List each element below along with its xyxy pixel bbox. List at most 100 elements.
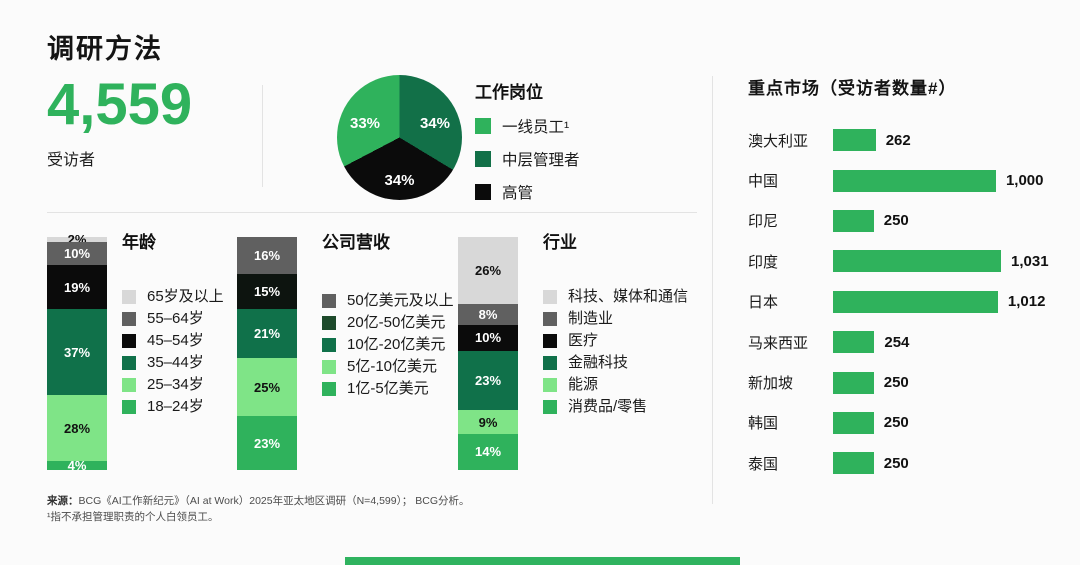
legend-label: 50亿美元及以上 xyxy=(347,292,454,309)
legend-swatch-icon xyxy=(122,377,136,392)
respondents-stat: 4,559 受访者 xyxy=(47,76,192,170)
pie-slice-label: 34% xyxy=(384,172,415,189)
bar-segment: 28% xyxy=(47,395,107,461)
respondents-count: 4,559 xyxy=(47,72,193,137)
bar-segment: 26% xyxy=(458,237,518,305)
market-bar xyxy=(833,411,874,434)
source-line: 来源：BCG《AI工作新纪元》（AI at Work）2025年亚太地区调研（N… xyxy=(47,494,470,510)
market-label: 中国 xyxy=(748,173,779,191)
legend-swatch-icon xyxy=(122,333,136,348)
age-bar-chart: 2% 10% 19% 37% 28% 4% xyxy=(47,233,107,472)
bar-segment: 37% xyxy=(47,309,107,396)
pie-slice-label: 33% xyxy=(350,115,381,132)
age-legend-title: 年龄 xyxy=(122,233,156,252)
market-row: 新加坡 250 xyxy=(748,362,1068,402)
legend-label: 45–54岁 xyxy=(147,332,204,349)
market-label: 新加坡 xyxy=(748,375,794,393)
bar-segment: 10% xyxy=(458,325,518,351)
market-value: 1,031 xyxy=(1011,252,1049,270)
legend-swatch-icon xyxy=(122,289,136,304)
legend-item: 45–54岁 xyxy=(122,333,224,348)
legend-item: 消费品/零售 xyxy=(543,399,688,414)
respondents-label: 受访者 xyxy=(47,152,96,169)
market-label: 印度 xyxy=(748,253,779,271)
market-bar xyxy=(833,209,874,232)
legend-swatch-icon xyxy=(122,399,136,414)
legend-swatch-icon xyxy=(122,355,136,370)
legend-swatch-icon xyxy=(322,359,336,374)
divider-horizontal xyxy=(47,212,697,213)
legend-label: 一线员工¹ xyxy=(502,119,570,136)
market-bar xyxy=(833,331,875,354)
bar-segment: 8% xyxy=(458,304,518,325)
market-label: 日本 xyxy=(748,294,779,312)
legend-item: 中层管理者 xyxy=(475,148,580,170)
legend-label: 55–64岁 xyxy=(147,310,204,327)
legend-swatch-icon xyxy=(543,355,557,370)
bar-segment: 19% xyxy=(47,264,107,310)
legend-swatch-icon xyxy=(543,289,557,304)
legend-item: 55–64岁 xyxy=(122,311,224,326)
job-role-pie-chart: 34% 34% 33% xyxy=(337,75,462,200)
bar-segment: 21% xyxy=(237,309,297,359)
market-bar xyxy=(833,129,876,152)
market-value: 262 xyxy=(885,131,911,149)
bottom-accent-strip xyxy=(345,557,740,565)
bar-segment: 15% xyxy=(237,274,297,310)
legend-label: 高管 xyxy=(502,185,534,202)
market-label: 泰国 xyxy=(748,455,779,473)
market-label: 印尼 xyxy=(748,213,779,231)
legend-item: 科技、媒体和通信 xyxy=(543,289,688,304)
legend-swatch-icon xyxy=(475,184,491,200)
bar-segment: 10% xyxy=(47,241,107,265)
legend-item: 一线员工¹ xyxy=(475,115,580,137)
divider-vertical-right xyxy=(712,76,713,504)
legend-swatch-icon xyxy=(543,333,557,348)
bar-segment: 4% xyxy=(47,459,107,472)
legend-label: 18–24岁 xyxy=(147,398,204,415)
legend-label: 10亿-20亿美元 xyxy=(347,336,446,353)
market-row: 韩国 250 xyxy=(748,403,1068,443)
market-label: 韩国 xyxy=(748,415,779,433)
industry-legend-items: 科技、媒体和通信 制造业 医疗 金融科技 能源 消费品/零售 xyxy=(543,289,688,414)
market-value: 250 xyxy=(883,414,909,432)
legend-swatch-icon xyxy=(475,118,491,134)
industry-legend: 行业 科技、媒体和通信 制造业 医疗 金融科技 能源 消费品/零售 xyxy=(543,233,688,421)
legend-label: 5亿-10亿美元 xyxy=(347,358,438,375)
market-bar xyxy=(833,371,874,394)
market-label: 马来西亚 xyxy=(748,334,809,352)
legend-item: 18–24岁 xyxy=(122,399,224,414)
revenue-legend-title: 公司营收 xyxy=(322,233,390,252)
market-row: 泰国 250 xyxy=(748,443,1068,483)
job-role-legend: 工作岗位 一线员工¹ 中层管理者高管 xyxy=(475,83,580,214)
bar-segment: 14% xyxy=(458,433,518,470)
job-role-legend-title: 工作岗位 xyxy=(475,83,543,102)
legend-item: 65岁及以上 xyxy=(122,289,224,304)
legend-label: 科技、媒体和通信 xyxy=(568,288,689,305)
market-value: 250 xyxy=(883,374,909,392)
legend-item: 高管 xyxy=(475,181,580,203)
legend-label: 能源 xyxy=(568,376,599,393)
legend-item: 1亿-5亿美元 xyxy=(322,381,454,396)
market-value: 250 xyxy=(883,212,909,230)
market-bar xyxy=(833,290,998,313)
legend-swatch-icon xyxy=(543,399,557,414)
job-role-legend-items: 一线员工¹ 中层管理者高管 xyxy=(475,115,580,203)
market-row: 澳大利亚 262 xyxy=(748,120,1068,160)
legend-item: 制造业 xyxy=(543,311,688,326)
legend-label: 20亿-50亿美元 xyxy=(347,314,446,331)
legend-swatch-icon xyxy=(122,311,136,326)
legend-swatch-icon xyxy=(322,293,336,308)
market-value: 1,000 xyxy=(1005,172,1044,190)
legend-swatch-icon xyxy=(322,381,336,396)
market-bar xyxy=(833,452,874,475)
page-title: 调研方法 xyxy=(47,34,163,64)
market-row: 中国 1,000 xyxy=(748,160,1068,200)
legend-label: 35–44岁 xyxy=(147,354,204,371)
legend-label: 消费品/零售 xyxy=(568,398,648,415)
age-legend: 年龄 65岁及以上 55–64岁 45–54岁 35–44岁 25–34岁 18–24岁 xyxy=(122,233,224,421)
revenue-legend: 公司营收 50亿美元及以上 20亿-50亿美元 10亿-20亿美元 5亿-10亿美元 1… xyxy=(322,233,454,403)
legend-swatch-icon xyxy=(322,315,336,330)
legend-item: 50亿美元及以上 xyxy=(322,293,454,308)
